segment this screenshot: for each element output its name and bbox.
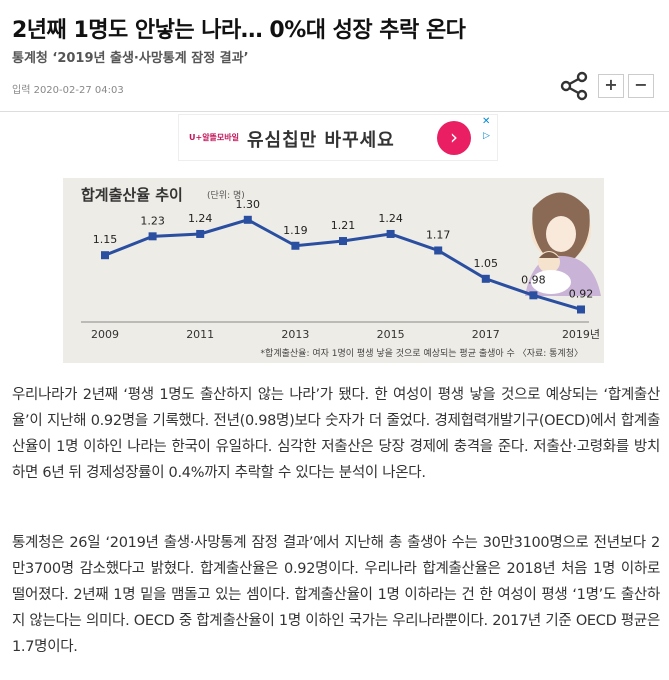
- ad-text[interactable]: 유심칩만 바꾸세요: [247, 130, 395, 151]
- data-point-2019: [577, 305, 585, 314]
- headline: 2년째 1명도 안낳는 나라… 0%대 성장 추락 온다: [12, 18, 466, 43]
- birth-rate-chart: 합계출산율 추이 (단위: 명) 2009 2011 2013 2015 2017 201…: [63, 178, 604, 363]
- data-point-2015: [386, 229, 395, 238]
- data-point-2011: [196, 229, 205, 238]
- ad-info-icon[interactable]: ▷: [483, 131, 490, 141]
- data-point-2017: [481, 274, 490, 283]
- data-point-2012: [243, 215, 252, 224]
- data-point-2013: [291, 241, 300, 250]
- data-label-2011: 1.24: [188, 212, 213, 225]
- data-point-2014: [339, 237, 347, 246]
- chart-unit: (단위: 명): [207, 190, 245, 201]
- font-size-increase-button[interactable]: +: [598, 74, 624, 98]
- data-label-2013: 1.19: [283, 224, 308, 237]
- ad-arrow-button[interactable]: ›: [437, 121, 471, 155]
- data-label-2012: 1.30: [236, 198, 260, 211]
- article-paragraph-1: 우리나라가 2년째 ‘평생 1명도 출산하지 않는 나라’가 됐다. 한 여성이…: [12, 387, 660, 481]
- ad-logo: U+알뜰모바일: [189, 133, 239, 142]
- advertisement-banner[interactable]: U+알뜰모바일 유심칩만 바꾸세요 › ✕ ▷: [178, 114, 498, 161]
- font-size-decrease-button[interactable]: −: [628, 74, 654, 98]
- publish-date: 입력 2020-02-27 04:03: [12, 85, 124, 96]
- ad-close-icon[interactable]: ✕: [482, 116, 491, 127]
- data-label-2009: 1.15: [93, 233, 118, 246]
- chart-canvas: 합계출산율 추이 (단위: 명) 2009 2011 2013 2015 2017 201…: [81, 186, 601, 359]
- data-label-2010: 1.23: [140, 214, 165, 227]
- subheadline: 통계청 ‘2019년 출생·사망통계 잠정 결과’: [12, 51, 249, 66]
- x-tick-label-2019: 2019년: [562, 328, 600, 341]
- x-tick-label-2009: 2009: [91, 328, 119, 341]
- data-label-2019: 0.92: [569, 287, 594, 300]
- article-paragraph-2: 통계청은 26일 ‘2019년 출생·사망통계 잠정 결과’에서 지난해 총 출…: [12, 535, 660, 655]
- data-label-2018: 0.98: [521, 273, 546, 286]
- share-icon[interactable]: [558, 70, 590, 102]
- series-line: [104, 218, 582, 311]
- data-label-2017: 1.05: [474, 257, 499, 270]
- x-tick-label-2015: 2015: [377, 328, 405, 341]
- chart-footnote: *합계출산율: 여자 1명이 평생 낳을 것으로 예상되는 평균 출생아 수 〈…: [261, 347, 583, 359]
- chart-title: 합계출산율 추이: [81, 186, 183, 204]
- data-label-2014: 1.21: [331, 219, 356, 232]
- x-tick-label-2011: 2011: [186, 328, 214, 341]
- data-point-2009: [101, 251, 109, 260]
- header-divider: [0, 111, 669, 112]
- mother-child-illustration: [525, 192, 601, 296]
- data-point-2018: [529, 291, 538, 300]
- data-point-2016: [434, 246, 443, 255]
- x-tick-label-2013: 2013: [281, 328, 309, 341]
- data-label-2015: 1.24: [378, 212, 403, 225]
- x-tick-label-2017: 2017: [472, 328, 500, 341]
- data-point-2010: [148, 232, 157, 241]
- data-label-2016: 1.17: [426, 228, 451, 241]
